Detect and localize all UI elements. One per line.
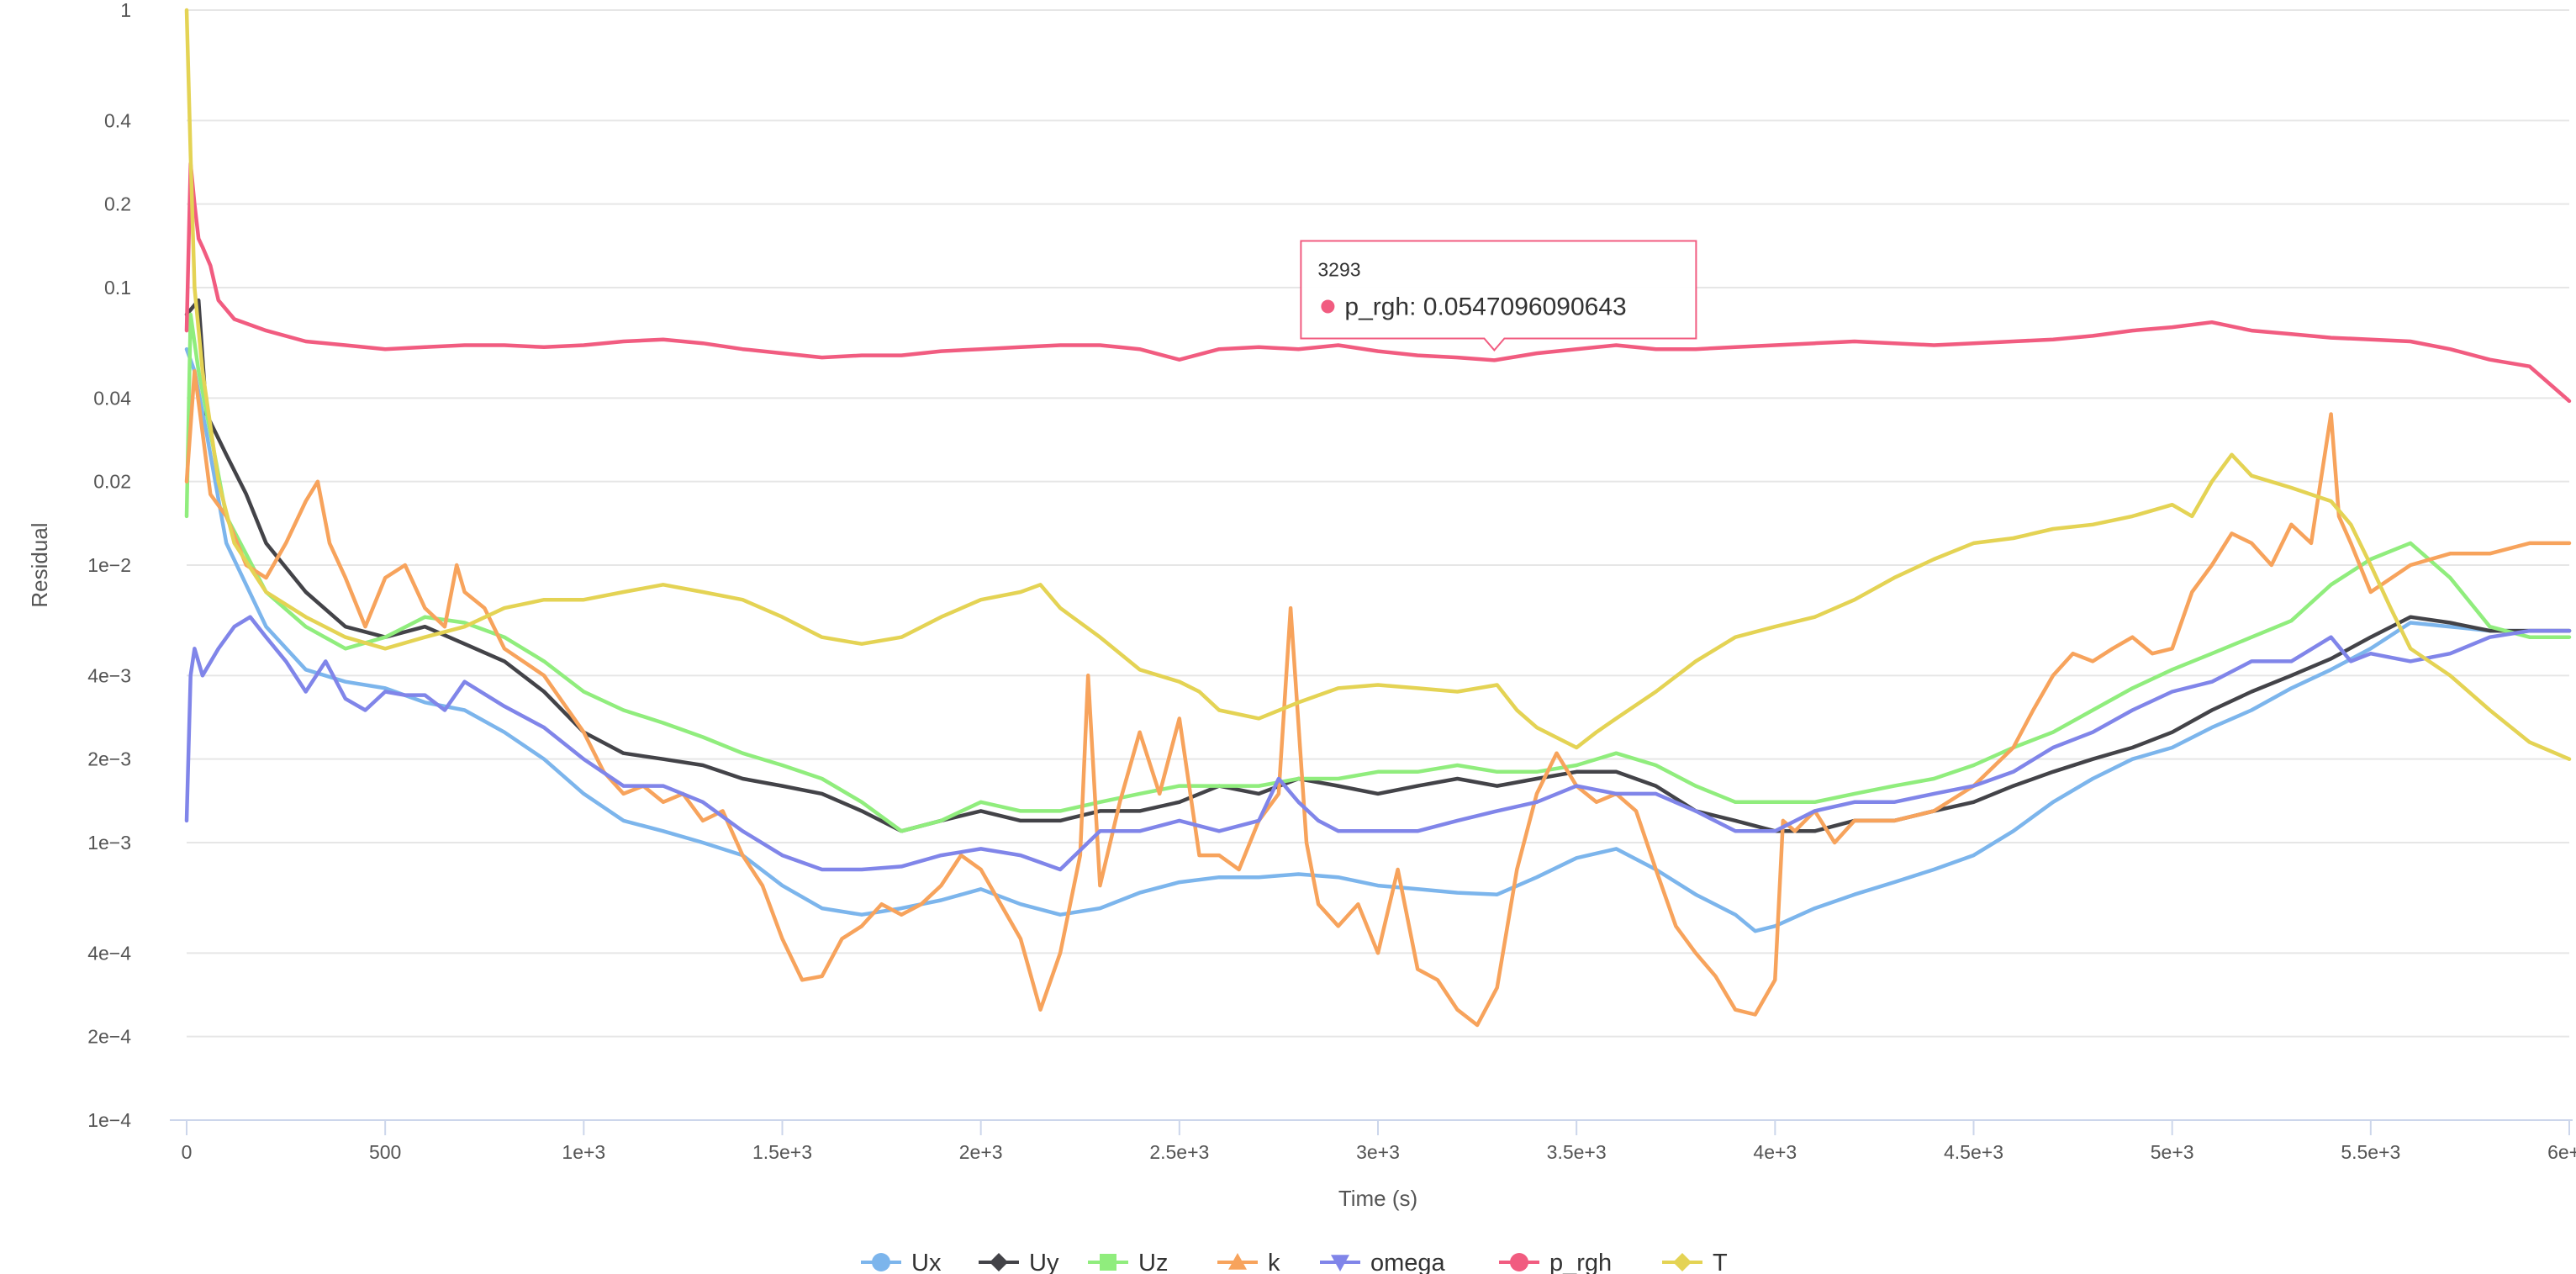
tooltip-box: [1300, 240, 1697, 352]
series-line-omega: [184, 615, 2572, 872]
x-tick-label: 3e+3: [1356, 1141, 1400, 1163]
legend-label: Uy: [1029, 1250, 1059, 1274]
x-axis: 0 500 1e+3 1.5e+3 2e+3 2.5e+3 3e+3 3.5e+3 4e+3 4.…: [170, 1119, 2576, 1163]
legend-item-Ux[interactable]: Ux: [861, 1250, 942, 1274]
y-axis-title: Residual: [27, 522, 52, 607]
legend-label: Uz: [1138, 1250, 1168, 1274]
y-tick-label: 0.1: [104, 277, 131, 299]
series-line-Uz: [184, 312, 2572, 833]
x-tick-label: 1.5e+3: [752, 1141, 812, 1163]
legend-marker: [872, 1253, 890, 1271]
y-tick-label: 1e−4: [87, 1109, 131, 1131]
x-axis-title: Time (s): [1338, 1186, 1417, 1211]
legend-item-Uz[interactable]: Uz: [1088, 1250, 1168, 1274]
series-line-T: [184, 8, 2572, 761]
tooltip-value: p_rgh: 0.0547096090643: [1344, 293, 1626, 320]
series-line-k: [184, 369, 2572, 1028]
x-tick-label: 3.5e+3: [1547, 1141, 1607, 1163]
tooltip: 3293 p_rgh: 0.0547096090643: [1300, 240, 1697, 352]
series-line-p_rgh: [184, 161, 2572, 404]
plot-area: [184, 8, 2572, 1028]
legend-item-p_rgh[interactable]: p_rgh: [1499, 1250, 1612, 1274]
legend-marker: [1228, 1253, 1247, 1270]
legend-marker: [1100, 1254, 1116, 1271]
y-tick-label: 1e−2: [87, 554, 131, 576]
y-tick-label: 1e−3: [87, 832, 131, 854]
y-tick-label: 0.04: [93, 387, 131, 409]
legend-label: Ux: [911, 1250, 942, 1274]
legend-item-T[interactable]: T: [1662, 1250, 1728, 1274]
y-tick-label: 4e−3: [87, 664, 131, 686]
y-tick-label: 0.2: [104, 193, 131, 215]
legend-marker: [1673, 1253, 1692, 1271]
x-tick-label: 1e+3: [562, 1141, 605, 1163]
x-tick-label: 2e+3: [959, 1141, 1003, 1163]
x-tick-label: 500: [369, 1141, 401, 1163]
y-tick-label: 2e−4: [87, 1026, 131, 1048]
legend-item-omega[interactable]: omega: [1320, 1250, 1446, 1274]
x-tick-label: 4e+3: [1753, 1141, 1797, 1163]
x-tick-label: 5.5e+3: [2341, 1141, 2400, 1163]
x-tick-label: 2.5e+3: [1149, 1141, 1209, 1163]
series-line-Uy: [184, 298, 2572, 833]
x-tick-label: 5e+3: [2151, 1141, 2194, 1163]
series-line-Ux: [184, 346, 2572, 933]
y-tick-label: 0.02: [93, 471, 131, 493]
legend-label: T: [1713, 1250, 1728, 1274]
tooltip-title: 3293: [1317, 258, 1360, 280]
legend-label: k: [1268, 1250, 1280, 1274]
y-tick-label: 2e−3: [87, 748, 131, 770]
legend: Ux Uy Uz k omega p_rgh T: [861, 1250, 1728, 1274]
y-tick-label: 0.4: [104, 109, 131, 131]
x-tick-label: 0: [182, 1141, 193, 1163]
legend-marker: [1510, 1253, 1528, 1271]
legend-item-Uy[interactable]: Uy: [979, 1250, 1059, 1274]
legend-marker: [1331, 1255, 1349, 1271]
x-tick-label: 4.5e+3: [1944, 1141, 2003, 1163]
legend-label: omega: [1370, 1250, 1446, 1274]
grid-lines: [187, 9, 2569, 1121]
y-axis: 1e−4 2e−4 4e−4 1e−3 2e−3 4e−3 1e−2 0.02 0.04 0.1 0…: [87, 0, 131, 1131]
legend-marker: [990, 1253, 1008, 1271]
x-tick-label: 6e+3: [2547, 1141, 2576, 1163]
y-tick-label: 4e−4: [87, 942, 131, 964]
y-tick-label: 1: [120, 0, 131, 21]
tooltip-series-dot: [1321, 299, 1335, 314]
legend-label: p_rgh: [1549, 1250, 1612, 1274]
legend-item-k[interactable]: k: [1217, 1250, 1280, 1274]
